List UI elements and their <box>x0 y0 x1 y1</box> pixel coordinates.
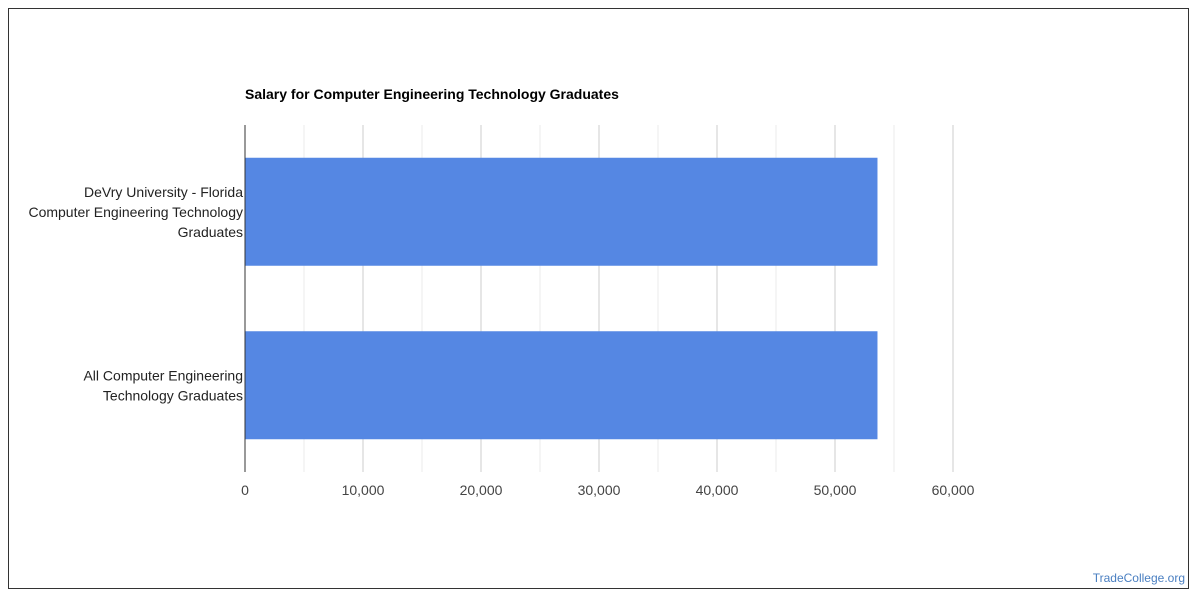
x-tick-label: 50,000 <box>814 482 857 498</box>
x-tick-label: 0 <box>241 482 249 498</box>
category-label: Computer Engineering Technology <box>28 204 243 220</box>
category-labels: DeVry University - Florida Computer Engin… <box>28 184 243 404</box>
category-label: Graduates <box>178 224 243 240</box>
category-label: DeVry University - Florida <box>84 184 243 200</box>
x-tick-label: 20,000 <box>460 482 503 498</box>
chart-title: Salary for Computer Engineering Technolo… <box>245 86 619 102</box>
x-tick-label: 30,000 <box>578 482 621 498</box>
x-tick-label: 40,000 <box>696 482 739 498</box>
category-label: Technology Graduates <box>103 387 243 403</box>
bar-1[interactable] <box>245 331 878 440</box>
watermark[interactable]: TradeCollege.org <box>1092 571 1185 585</box>
bars <box>245 157 878 440</box>
x-tick-labels: 0 10,000 20,000 30,000 40,000 50,000 60,000 <box>241 482 975 498</box>
x-tick-label: 60,000 <box>932 482 975 498</box>
category-label: All Computer Engineering <box>83 367 243 383</box>
bar-0[interactable] <box>245 157 878 266</box>
x-tick-label: 10,000 <box>342 482 385 498</box>
